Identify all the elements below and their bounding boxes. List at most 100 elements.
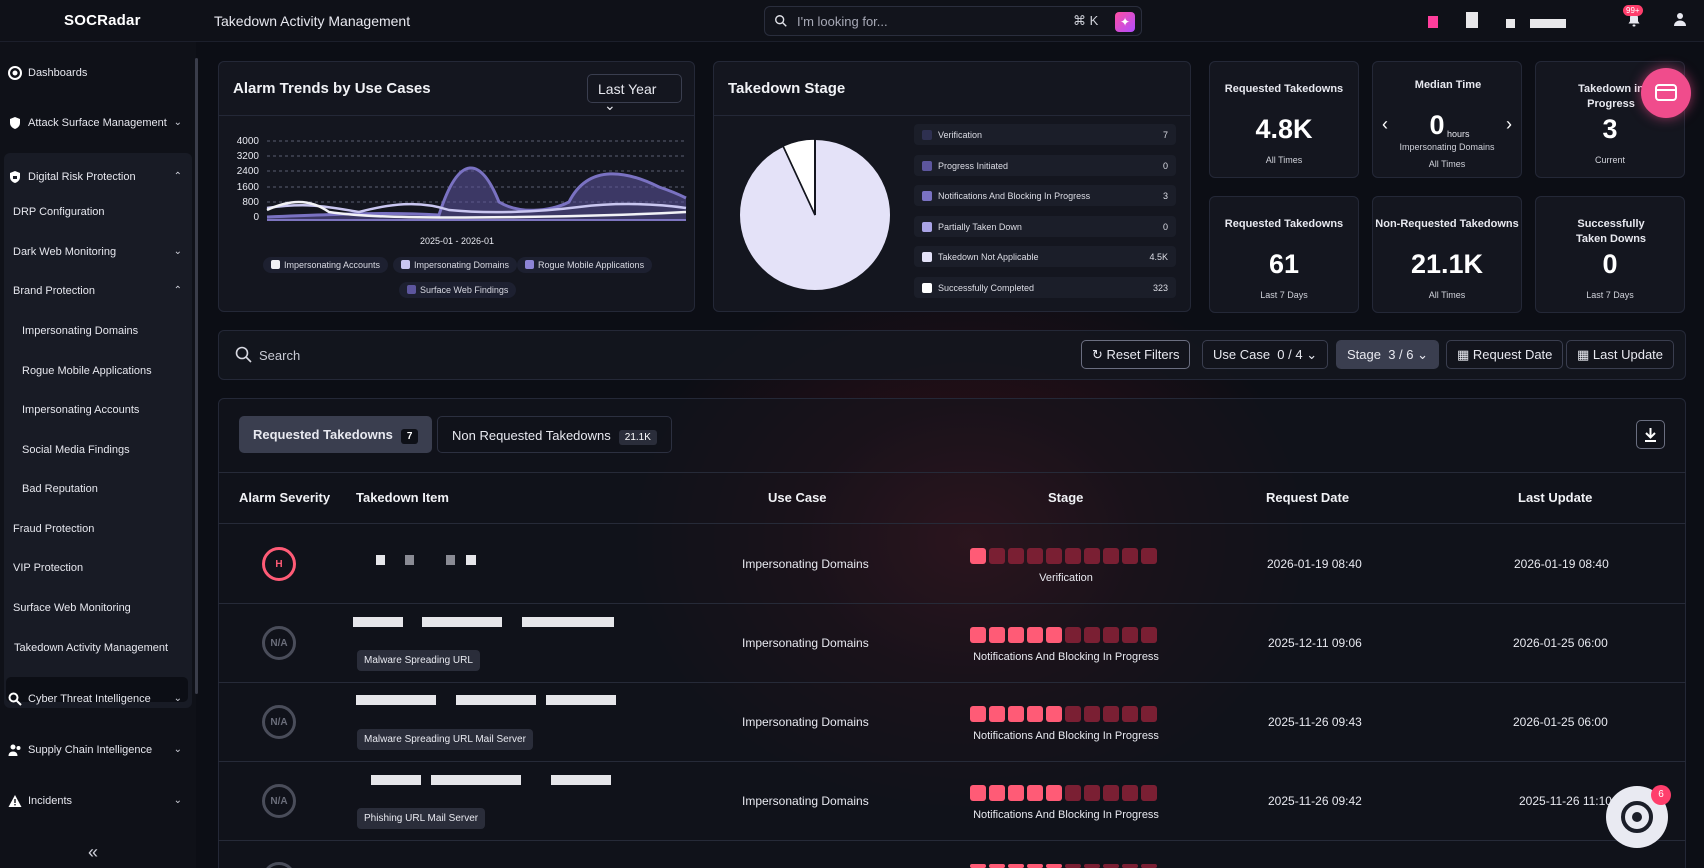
sidebar-item-dashboards[interactable]: Dashboards xyxy=(0,59,192,87)
stat-value: 0 xyxy=(1429,110,1445,140)
column-header-severity[interactable]: Alarm Severity xyxy=(239,490,331,505)
stat-unit: hours xyxy=(1447,129,1470,139)
request-date-cell: 2026-01-19 08:40 xyxy=(1267,557,1362,571)
stat-value: 0 xyxy=(1602,249,1618,279)
bell-icon[interactable] xyxy=(1626,12,1642,28)
chevron-down-icon: ⌄ xyxy=(173,693,182,704)
sidebar-item-supply-chain[interactable]: Supply Chain Intelligence ⌄ xyxy=(0,736,192,764)
stage-segment xyxy=(1046,706,1062,722)
last-update-filter[interactable]: ▦ Last Update xyxy=(1566,340,1675,369)
legend-item[interactable]: Impersonating Accounts xyxy=(263,257,389,273)
stage-legend-item[interactable]: Progress Initiated 0 xyxy=(914,155,1176,176)
sidebar-item-takedown-activity[interactable]: Takedown Activity Management xyxy=(0,634,192,662)
stage-segment xyxy=(1008,548,1024,564)
card-divider xyxy=(219,115,694,116)
stage-label: Notifications And Blocking In Progress xyxy=(938,191,1091,201)
request-date-filter[interactable]: ▦ Request Date xyxy=(1446,340,1564,369)
stage-legend-item[interactable]: Successfully Completed 323 xyxy=(914,277,1176,298)
stage-segment xyxy=(1084,785,1100,801)
sidebar-item-drp-configuration[interactable]: DRP Configuration xyxy=(0,198,192,226)
column-header-use-case[interactable]: Use Case xyxy=(768,490,827,505)
stage-segment xyxy=(970,864,986,868)
user-icon[interactable] xyxy=(1672,11,1688,27)
sidebar-item-bad-reputation[interactable]: Bad Reputation xyxy=(0,475,192,503)
stage-value: 0 xyxy=(1162,161,1168,171)
column-header-stage[interactable]: Stage xyxy=(1048,490,1084,505)
table-search-input[interactable]: Search xyxy=(259,348,301,363)
alarm-trends-title: Alarm Trends by Use Cases xyxy=(233,80,431,97)
stat-note: Impersonating Domains xyxy=(1399,142,1495,152)
sidebar-scrollbar[interactable] xyxy=(195,58,198,694)
sidebar-item-label: Bad Reputation xyxy=(22,483,98,495)
legend-swatch xyxy=(401,260,410,269)
magnifier-icon xyxy=(8,692,22,706)
severity-badge: N/A xyxy=(262,784,296,818)
sidebar-item-label: Impersonating Domains xyxy=(22,325,139,337)
legend-item[interactable]: Impersonating Domains xyxy=(393,257,518,273)
sidebar-item-attack-surface[interactable]: Attack Surface Management ⌄ xyxy=(0,109,192,137)
sidebar-item-fraud-protection[interactable]: Fraud Protection xyxy=(0,515,192,543)
stat-requested-takedowns-all: Requested Takedowns 4.8K All Times xyxy=(1209,61,1359,178)
sidebar-item-vip-protection[interactable]: VIP Protection xyxy=(0,554,192,582)
sidebar-item-digital-risk[interactable]: Digital Risk Protection ⌃ xyxy=(0,163,192,191)
column-header-request-date[interactable]: Request Date xyxy=(1266,490,1350,505)
redacted-block xyxy=(522,617,614,627)
legend-label: Impersonating Accounts xyxy=(284,260,381,270)
sidebar-item-social-media[interactable]: Social Media Findings xyxy=(0,436,192,464)
chevron-down-icon: ⌄ xyxy=(173,795,182,806)
stage-segment xyxy=(1141,785,1157,801)
sidebar-item-label: Cyber Threat Intelligence xyxy=(28,693,151,705)
last-update-cell: 2026-01-19 08:40 xyxy=(1514,557,1609,571)
use-case-filter[interactable]: Use Case 0 / 4 ⌄ xyxy=(1202,340,1329,369)
table-divider xyxy=(218,472,1686,473)
chevron-left-icon[interactable]: ‹ xyxy=(1382,114,1388,134)
stage-segment xyxy=(1008,864,1024,868)
stage-filter[interactable]: Stage 3 / 6 ⌄ xyxy=(1336,340,1440,369)
stage-segment xyxy=(1027,627,1043,643)
chevron-right-icon[interactable]: › xyxy=(1506,114,1512,134)
redacted-block xyxy=(456,695,536,705)
sidebar-active-highlight xyxy=(6,677,188,702)
stage-segment xyxy=(1103,706,1119,722)
socradar-logo[interactable]: SOCRadar xyxy=(64,12,141,29)
column-header-item[interactable]: Takedown Item xyxy=(356,490,449,505)
stage-swatch xyxy=(922,283,932,293)
stage-segment xyxy=(1141,706,1157,722)
floating-card-button[interactable] xyxy=(1641,68,1691,118)
ai-sparkle-icon[interactable]: ✦ xyxy=(1115,12,1135,32)
download-button[interactable] xyxy=(1636,420,1665,449)
sidebar-item-surface-web[interactable]: Surface Web Monitoring xyxy=(0,594,192,622)
sidebar-item-cyber-threat[interactable]: Cyber Threat Intelligence ⌄ xyxy=(0,685,192,713)
collapse-sidebar-icon[interactable]: « xyxy=(88,842,99,862)
stage-label: Takedown Not Applicable xyxy=(938,252,1039,262)
sidebar-item-incidents[interactable]: Incidents ⌄ xyxy=(0,787,192,815)
sidebar-item-brand-protection[interactable]: Brand Protection ⌃ xyxy=(0,277,192,305)
global-search-input[interactable]: I'm looking for... ⌘ K ✦ xyxy=(764,6,1142,36)
tab-non-requested-takedowns[interactable]: Non Requested Takedowns 21.1K xyxy=(437,416,672,453)
stage-legend-item[interactable]: Notifications And Blocking In Progress 3 xyxy=(914,185,1176,206)
y-tick: 0 xyxy=(253,212,259,223)
legend-item[interactable]: Rogue Mobile Applications xyxy=(517,257,653,273)
sidebar-item-impersonating-domains[interactable]: Impersonating Domains xyxy=(0,317,192,345)
stage-legend-item[interactable]: Verification 7 xyxy=(914,124,1176,145)
stage-legend-item[interactable]: Partially Taken Down 0 xyxy=(914,216,1176,237)
sidebar-item-impersonating-accounts[interactable]: Impersonating Accounts xyxy=(0,396,192,424)
people-icon xyxy=(8,744,21,756)
stage-legend-item[interactable]: Takedown Not Applicable 4.5K xyxy=(914,246,1176,267)
sidebar-item-rogue-mobile[interactable]: Rogue Mobile Applications xyxy=(0,357,192,385)
tab-requested-takedowns[interactable]: Requested Takedowns 7 xyxy=(239,416,433,453)
legend-item[interactable]: Surface Web Findings xyxy=(399,282,517,298)
sidebar-item-label: Rogue Mobile Applications xyxy=(22,365,152,377)
table-divider xyxy=(218,761,1686,762)
redacted-block xyxy=(1506,19,1515,28)
column-header-last-update[interactable]: Last Update xyxy=(1518,490,1593,505)
stage-label: Notifications And Blocking In Progress xyxy=(973,730,1159,742)
reset-filters-button[interactable]: ↻ Reset Filters xyxy=(1081,340,1191,369)
top-bar: SOCRadar Takedown Activity Management I'… xyxy=(0,0,1704,42)
sidebar-item-dark-web[interactable]: Dark Web Monitoring ⌄ xyxy=(0,238,192,266)
stage-segment xyxy=(1008,706,1024,722)
item-tag: Malware Spreading URL xyxy=(357,650,480,671)
stat-subtitle: Last 7 Days xyxy=(1586,290,1634,300)
chevron-down-icon: ⌄ xyxy=(1306,347,1318,362)
period-select[interactable]: Last Year ⌄ xyxy=(587,74,682,113)
